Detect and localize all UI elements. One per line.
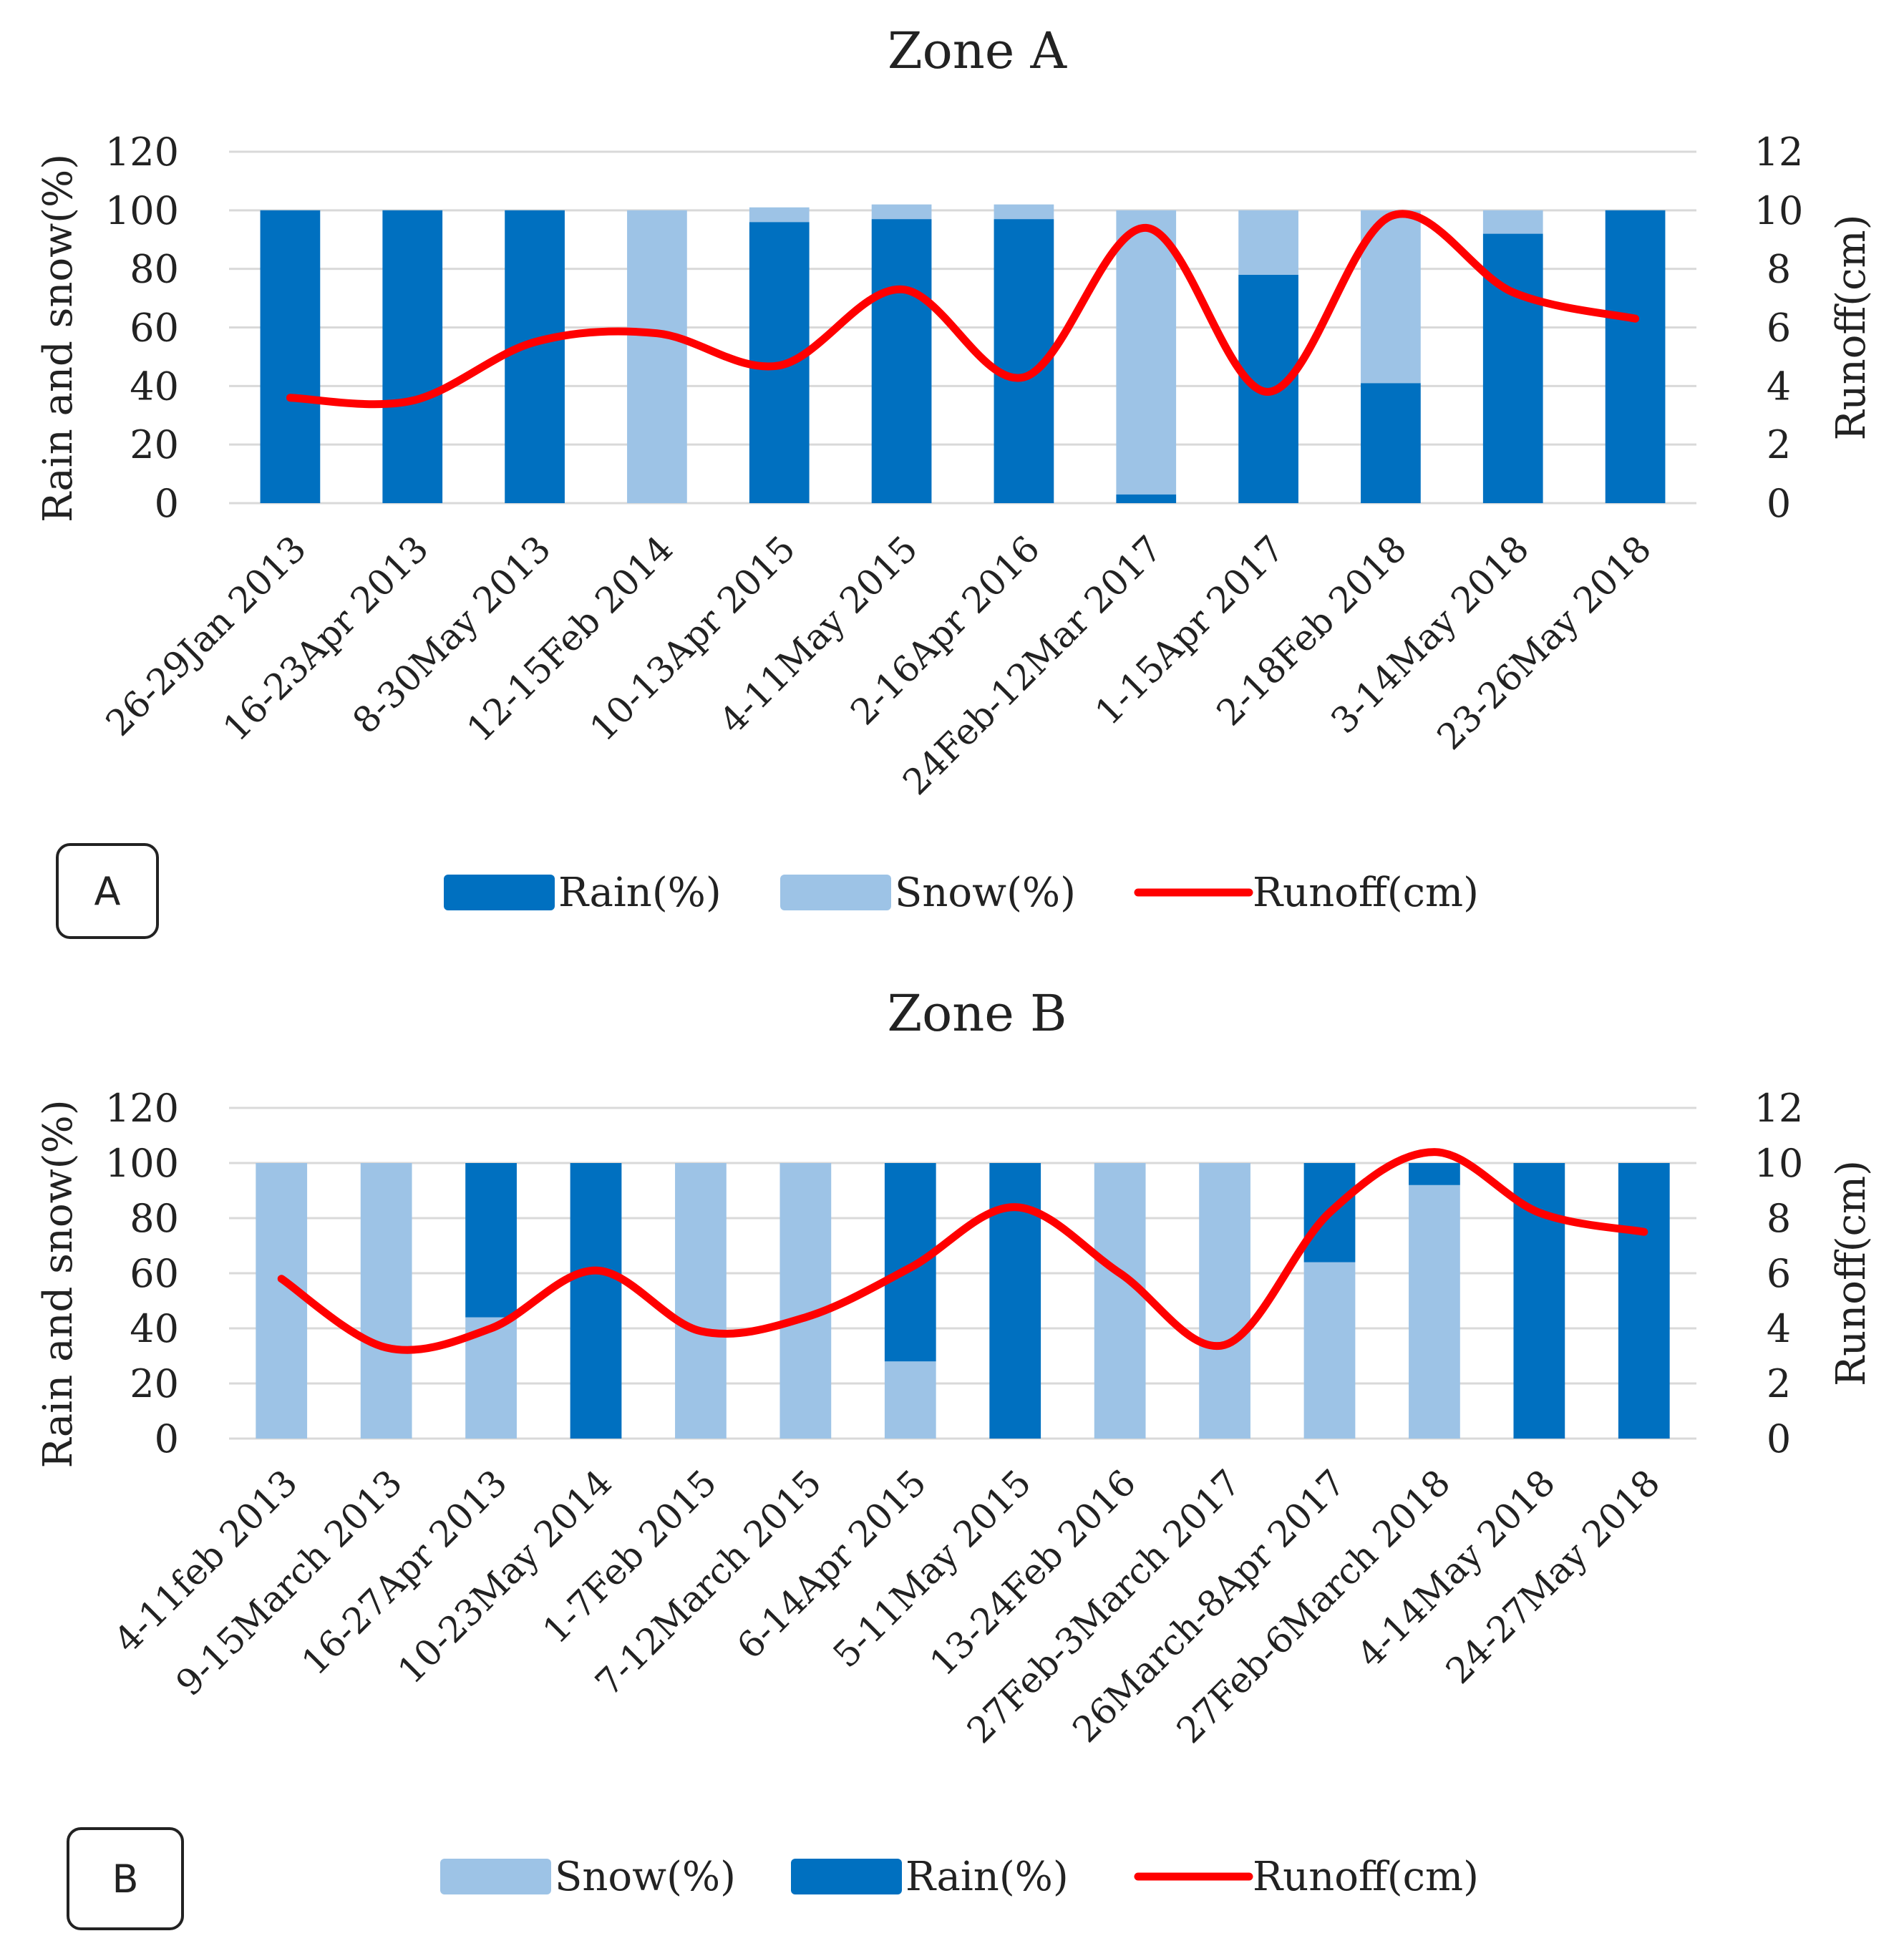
bar-snow — [749, 207, 810, 223]
legend-label: Rain(%) — [905, 1854, 1069, 1900]
legend-swatch — [791, 1859, 902, 1894]
y2-tick-label: 2 — [1767, 1361, 1791, 1406]
panel-label-box — [67, 1827, 184, 1930]
y2-tick-label: 8 — [1767, 1196, 1791, 1241]
bar-rain — [260, 210, 321, 503]
panel-label: B — [112, 1857, 138, 1902]
bar-snow — [627, 210, 687, 503]
bar-snow — [1238, 210, 1298, 275]
y-tick-label: 40 — [130, 1306, 179, 1351]
bar-snow — [1303, 1262, 1356, 1439]
bar-snow — [360, 1163, 412, 1439]
y2-axis-label: Runoff(cm) — [1828, 1160, 1875, 1386]
legend-swatch — [440, 1859, 551, 1894]
y-tick-label: 0 — [155, 481, 179, 526]
runoff-line — [286, 210, 1640, 409]
bar-snow — [1482, 210, 1543, 234]
y2-tick-label: 12 — [1754, 130, 1804, 175]
legend-label: Snow(%) — [555, 1854, 736, 1900]
y2-tick-label: 6 — [1767, 1251, 1791, 1296]
bar-rain — [1618, 1163, 1670, 1439]
y-tick-label: 100 — [105, 1141, 179, 1186]
bar-rain — [382, 210, 443, 503]
y-tick-label: 60 — [130, 306, 179, 351]
bar-rain — [884, 1163, 936, 1362]
chart-title: Zone A — [888, 21, 1068, 80]
bar-rain — [1605, 210, 1666, 503]
y-tick-label: 60 — [130, 1251, 179, 1296]
y2-tick-label: 10 — [1754, 1141, 1804, 1186]
bar-snow — [675, 1163, 727, 1439]
y2-tick-label: 10 — [1754, 188, 1804, 233]
bar-snow — [1409, 1184, 1460, 1439]
chart-zone-a: Zone A 0 20 40 60 80 100 120 0 2 4 6 8 10 12 Rain and s… — [35, 21, 1875, 939]
y-tick-label: 20 — [130, 422, 179, 467]
y-tick-label: 20 — [130, 1361, 179, 1406]
y-tick-label: 100 — [105, 188, 179, 233]
legend-label: Runoff(cm) — [1253, 870, 1479, 916]
bar-snow — [779, 1163, 832, 1439]
y2-tick-label: 4 — [1767, 1306, 1791, 1351]
legend-label: Runoff(cm) — [1253, 1854, 1479, 1900]
bar-snow — [884, 1361, 936, 1439]
legend-swatch — [780, 875, 891, 910]
y2-tick-label: 2 — [1767, 422, 1791, 467]
bar-rain — [1361, 383, 1421, 503]
bar-rain — [505, 210, 565, 503]
bar-rain — [1116, 494, 1177, 503]
category-label: 4-11feb 2013 — [106, 1461, 305, 1660]
bar-rain — [1409, 1163, 1460, 1185]
legend-label: Snow(%) — [895, 870, 1076, 916]
category-label: 16-23Apr 2013 — [215, 527, 437, 749]
category-label: 12-15Feb 2014 — [459, 527, 681, 749]
y2-tick-label: 4 — [1767, 364, 1791, 409]
chart-title: Zone B — [888, 984, 1067, 1043]
y2-tick-label: 0 — [1767, 1416, 1791, 1461]
y-tick-label: 120 — [105, 130, 179, 175]
category-label: 10-13Apr 2015 — [582, 527, 803, 749]
y2-axis-label: Runoff(cm) — [1828, 215, 1875, 441]
category-label: 23-26May 2018 — [1429, 527, 1659, 757]
panel-label-box — [56, 843, 159, 939]
chart-zone-b: Zone B 0 20 40 60 80 100 120 0 2 4 6 8 10 12 Rain and s… — [35, 984, 1875, 1930]
legend-label: Rain(%) — [558, 870, 722, 916]
y-axis-label: Rain and snow(%) — [35, 1099, 82, 1468]
bar-snow — [256, 1163, 308, 1439]
y-tick-label: 120 — [105, 1086, 179, 1131]
y2-tick-label: 8 — [1767, 247, 1791, 292]
y-tick-label: 0 — [155, 1416, 179, 1461]
y-tick-label: 40 — [130, 364, 179, 409]
y2-tick-label: 12 — [1754, 1086, 1804, 1131]
y-axis-label: Rain and snow(%) — [35, 154, 82, 522]
bar-snow — [994, 204, 1054, 220]
category-label: 6-14Apr 2015 — [729, 1461, 935, 1667]
bar-rain — [570, 1163, 622, 1439]
y2-tick-label: 0 — [1767, 481, 1791, 526]
y-tick-label: 80 — [130, 247, 179, 292]
bar-rain — [871, 219, 932, 503]
panel-label: A — [94, 869, 121, 914]
y2-tick-label: 6 — [1767, 306, 1791, 351]
bar-snow — [1116, 210, 1177, 495]
bar-snow — [871, 204, 932, 220]
bar-snow — [1094, 1163, 1146, 1439]
bar-snow — [1199, 1163, 1250, 1439]
legend-swatch — [444, 875, 555, 910]
runoff-line — [277, 1148, 1648, 1354]
bar-rain — [465, 1163, 517, 1318]
y-tick-label: 80 — [130, 1196, 179, 1241]
